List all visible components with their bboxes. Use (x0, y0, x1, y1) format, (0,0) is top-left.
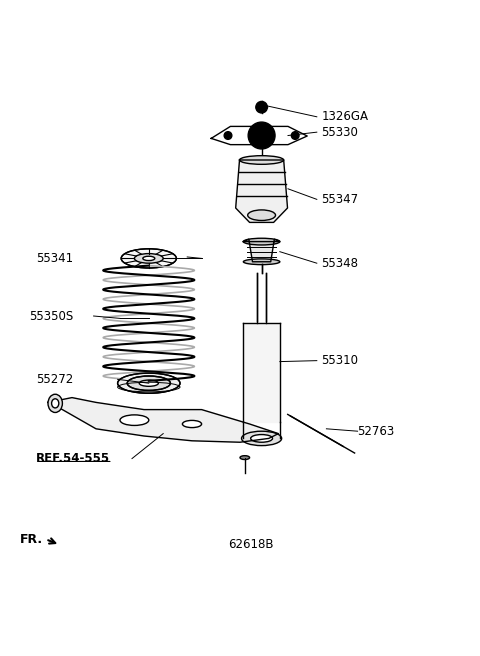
Ellipse shape (52, 399, 59, 408)
Circle shape (248, 122, 275, 149)
Ellipse shape (121, 249, 177, 268)
Text: REF.54-555: REF.54-555 (36, 452, 110, 465)
Circle shape (253, 127, 270, 144)
Text: 1326GA: 1326GA (322, 110, 369, 123)
Text: 55272: 55272 (36, 373, 73, 386)
Text: FR.: FR. (20, 533, 43, 546)
Ellipse shape (241, 431, 282, 445)
Text: 55347: 55347 (322, 193, 359, 206)
Ellipse shape (120, 415, 149, 426)
Text: 55341: 55341 (36, 252, 73, 265)
Ellipse shape (248, 210, 276, 220)
Circle shape (256, 102, 267, 113)
Text: 62618B: 62618B (228, 539, 274, 552)
Ellipse shape (243, 238, 280, 245)
Ellipse shape (182, 420, 202, 428)
Text: 55330: 55330 (322, 126, 359, 138)
Ellipse shape (127, 376, 170, 390)
Text: 55348: 55348 (322, 256, 359, 270)
Ellipse shape (243, 259, 280, 264)
Polygon shape (211, 127, 307, 144)
Text: 52763: 52763 (358, 424, 395, 438)
Ellipse shape (251, 434, 273, 442)
Ellipse shape (48, 394, 62, 413)
Circle shape (291, 132, 299, 139)
Ellipse shape (240, 155, 284, 164)
Ellipse shape (139, 380, 158, 386)
Text: 55310: 55310 (322, 354, 359, 367)
Ellipse shape (118, 373, 180, 394)
Polygon shape (236, 160, 288, 222)
Polygon shape (243, 239, 280, 262)
Polygon shape (48, 398, 278, 442)
Ellipse shape (240, 456, 250, 459)
Polygon shape (243, 323, 280, 422)
Circle shape (224, 132, 232, 139)
Ellipse shape (143, 256, 155, 260)
Ellipse shape (134, 254, 163, 263)
Text: 55350S: 55350S (29, 310, 73, 323)
